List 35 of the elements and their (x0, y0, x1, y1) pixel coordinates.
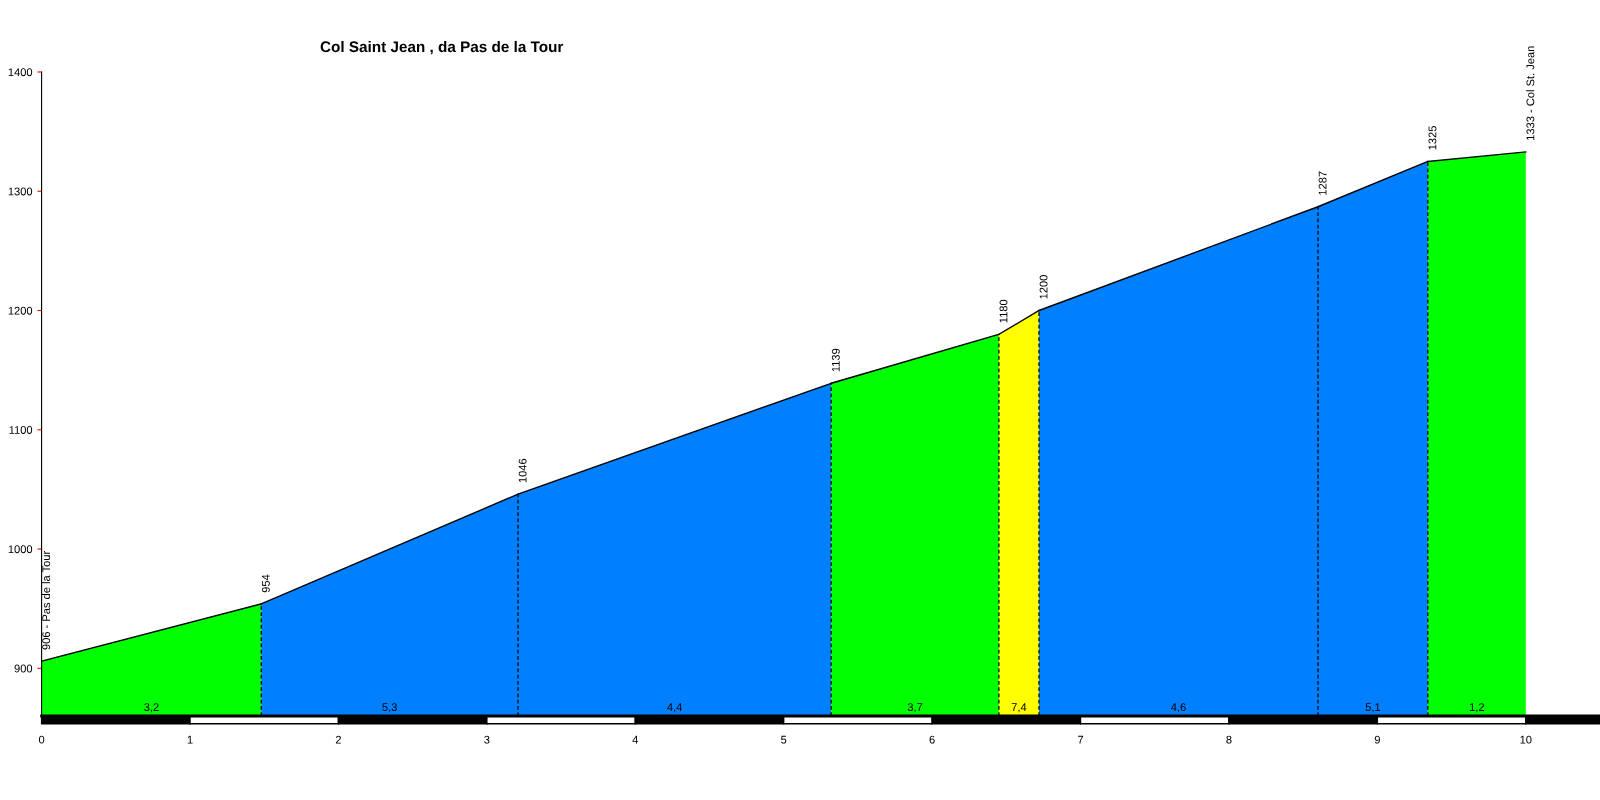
annotation: 3,7 (907, 703, 923, 713)
annotation: 1139 (831, 348, 840, 372)
x-tick-label: 0 (38, 735, 45, 744)
annotation: 1046 (518, 458, 527, 483)
y-tick-label: 900 (14, 664, 33, 673)
annotation: 906 - Pas de la Tour (41, 550, 51, 650)
chart-title: Col Saint Jean , da Pas de la Tour (320, 40, 564, 55)
annotation: 7,4 (1011, 703, 1027, 713)
annotation: 3,2 (144, 703, 159, 713)
x-tick-label: 8 (1226, 735, 1232, 744)
x-tick-label: 3 (484, 735, 490, 744)
x-tick-label: 5 (781, 735, 787, 744)
y-tick-label: 1300 (8, 187, 33, 196)
y-tick-label: 1200 (8, 306, 33, 315)
annotation: 4,6 (1171, 703, 1186, 713)
annotation: 954 (261, 574, 270, 593)
x-tick-label: 7 (1078, 735, 1084, 744)
annotation: 1333 - Col St. Jean (1526, 46, 1535, 140)
y-tick-label: 1100 (9, 426, 33, 434)
annotation: 1,2 (1469, 703, 1484, 713)
x-tick-label: 10 (1520, 735, 1532, 744)
annotation: 5,1 (1365, 703, 1381, 713)
x-tick-label: 4 (632, 735, 639, 744)
y-tick-label: 1400 (8, 68, 33, 77)
x-tick-label: 6 (929, 735, 935, 744)
annotation: 4,4 (667, 703, 683, 713)
annotation: 1325 (1428, 126, 1437, 150)
y-tick-label: 1000 (8, 545, 33, 554)
x-tick-label: 1 (187, 735, 193, 744)
annotation: 1200 (1039, 275, 1048, 299)
annotation: 1287 (1318, 171, 1327, 195)
annotation: 5,3 (382, 703, 397, 713)
x-tick-label: 2 (335, 735, 341, 744)
x-tick-label: 9 (1374, 735, 1380, 744)
annotation: 1180 (999, 299, 1008, 323)
